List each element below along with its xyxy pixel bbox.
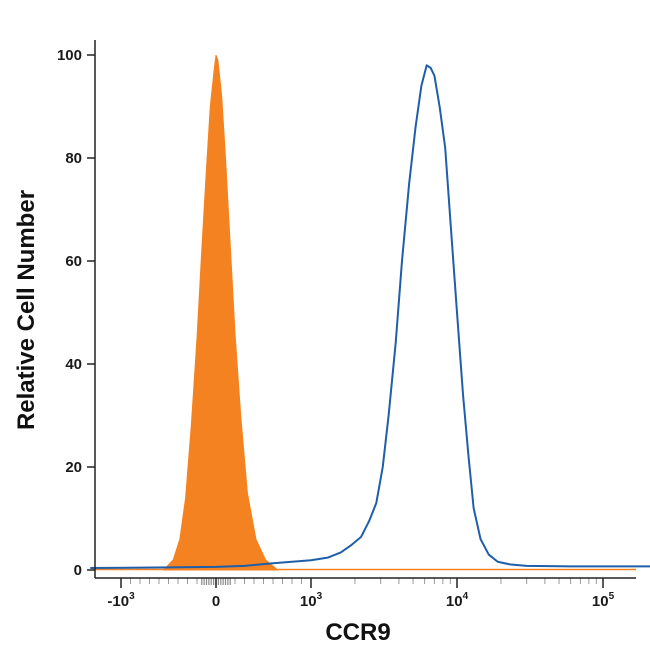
series-antibody-line <box>90 64 650 569</box>
x-tick-label: 103 <box>300 591 323 610</box>
x-axis-minor-ticks <box>130 578 597 585</box>
y-axis-title: Relative Cell Number <box>13 190 40 430</box>
x-tick-label: 105 <box>592 591 615 610</box>
y-tick-label: 60 <box>65 253 82 270</box>
series-layer <box>90 54 650 571</box>
x-tick-label: 0 <box>212 593 220 610</box>
y-tick-label: 100 <box>57 47 82 64</box>
y-tick-label: 80 <box>65 150 82 167</box>
x-axis-ticks: -103 0 103 104 105 <box>107 578 615 610</box>
x-axis-title: CCR9 <box>325 619 390 646</box>
y-tick-label: 0 <box>74 562 82 579</box>
x-tick-label: 104 <box>446 591 469 610</box>
series-isotype-area <box>162 54 280 571</box>
y-axis-ticks: 0 20 40 60 80 100 <box>57 47 95 579</box>
x-tick-label: -103 <box>107 591 135 610</box>
y-tick-label: 20 <box>65 459 82 476</box>
y-tick-label: 40 <box>65 356 82 373</box>
